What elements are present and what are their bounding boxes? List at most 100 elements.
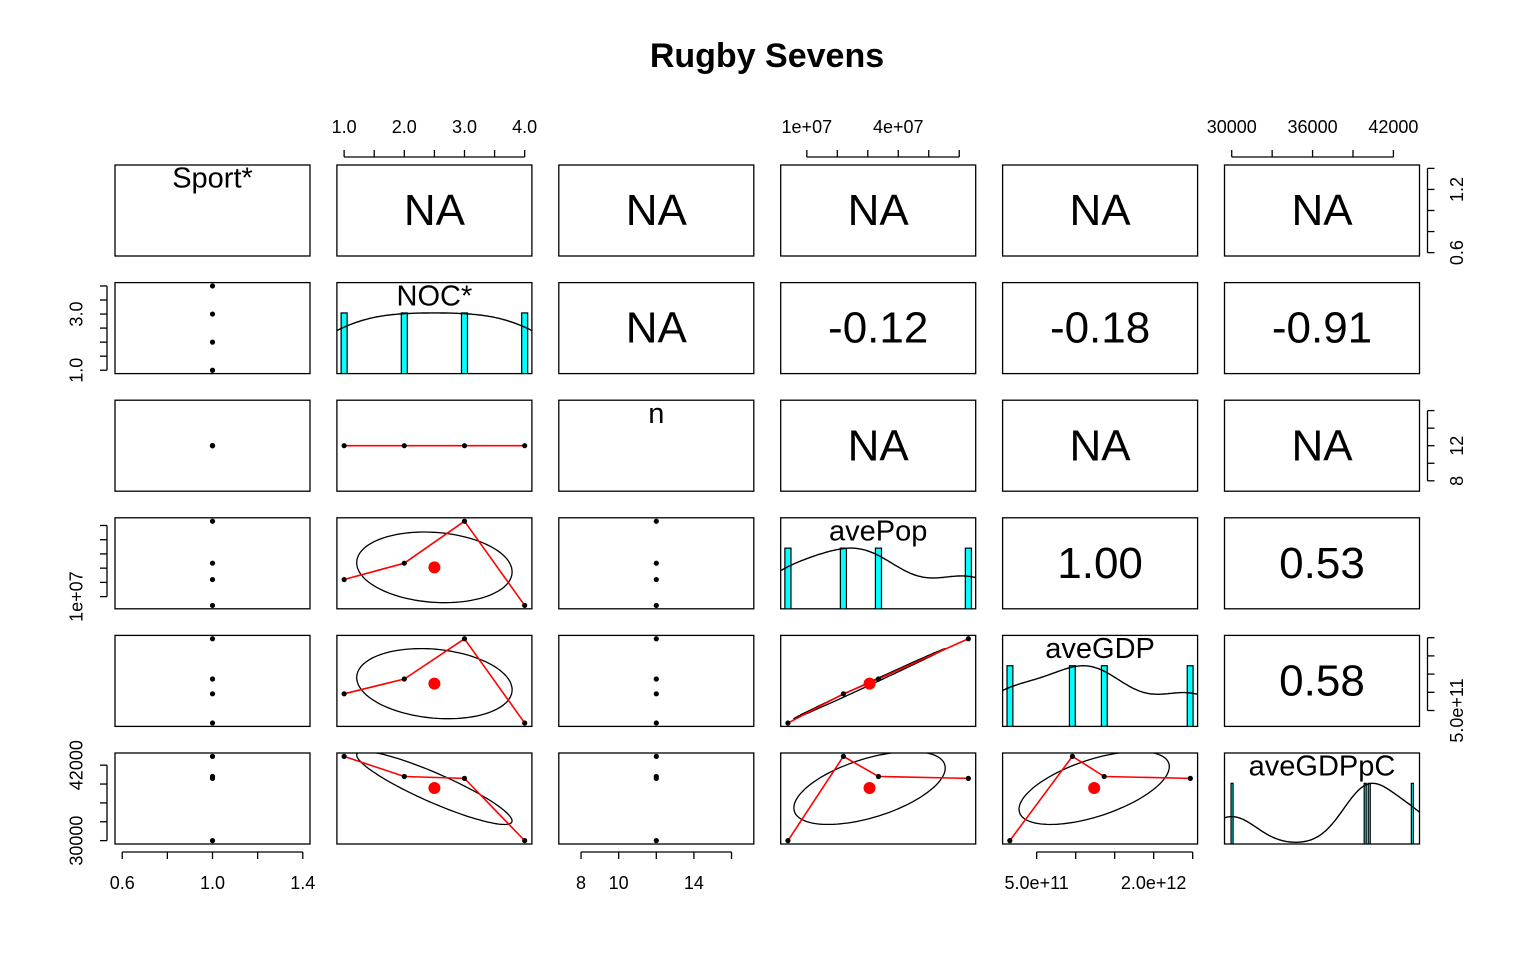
point (209, 676, 216, 682)
smooth-line (1009, 755, 1074, 842)
smooth-line (463, 638, 526, 724)
point (522, 443, 528, 449)
histogram-bar (964, 547, 973, 609)
point (965, 636, 971, 642)
correlation-label: NA (1070, 186, 1132, 235)
y-tick-label: 5.0e+11 (1447, 678, 1467, 742)
panel-frame (114, 517, 311, 610)
point (875, 773, 882, 780)
panel-frame (558, 399, 755, 492)
panel-frame (558, 752, 755, 845)
panel-frame (336, 164, 533, 257)
x-tick-label: 0.6 (110, 873, 135, 893)
point (341, 576, 347, 583)
panel-frame (1223, 634, 1421, 728)
smooth-line (403, 520, 465, 564)
correlation-label: -0.12 (828, 304, 928, 353)
y-tick-label: 42000 (67, 740, 87, 790)
histogram-bar (1006, 665, 1014, 727)
panel-frame (336, 281, 533, 375)
correlation-label: 1.00 (1057, 539, 1143, 588)
panel-frame (1223, 281, 1421, 375)
x-tick-label: 10 (609, 873, 629, 893)
y-tick-label: 8 (1447, 476, 1467, 486)
correlation-label: 0.53 (1279, 539, 1365, 588)
panel-frame (114, 752, 311, 845)
x-tick-label: 2.0 (392, 117, 417, 137)
point (209, 775, 216, 781)
histogram-bar (1186, 665, 1194, 727)
panel-frame (558, 164, 755, 257)
point (653, 636, 659, 642)
smooth-line (878, 775, 969, 780)
point (401, 443, 407, 449)
panel-frame (780, 752, 977, 845)
point (840, 753, 847, 759)
y-tick-label: 3.0 (67, 302, 87, 327)
point (209, 367, 216, 373)
point (209, 720, 216, 726)
density-curve (336, 312, 532, 332)
smooth-line (1071, 755, 1105, 778)
point (653, 691, 659, 697)
panel-frame (780, 281, 977, 375)
x-tick-label: 1.0 (200, 873, 225, 893)
x-tick-label: 14 (684, 873, 704, 893)
variable-name: Sport* (172, 163, 253, 195)
variable-name: aveGDPpC (1249, 751, 1396, 783)
y-tick-label: 1.0 (67, 358, 87, 383)
panel-frame (336, 517, 533, 610)
mean-point (428, 561, 441, 574)
panel-frame (558, 281, 755, 375)
point (522, 720, 528, 726)
correlation-ellipse (356, 753, 513, 826)
smooth-line (843, 755, 879, 778)
histogram-bar (1367, 782, 1371, 844)
panel-frame (558, 634, 755, 728)
smooth-line (1104, 775, 1191, 780)
panel-frame (114, 164, 311, 257)
point (653, 753, 659, 759)
point (653, 775, 659, 781)
panel-frame (1001, 634, 1199, 728)
histogram-bar (1230, 782, 1234, 844)
y-tick-label: 12 (1447, 436, 1467, 456)
smooth-line (403, 638, 465, 680)
x-tick-label: 42000 (1368, 117, 1418, 137)
panel-frame (1001, 281, 1199, 375)
mean-point (428, 677, 441, 690)
point (209, 576, 216, 583)
x-tick-label: 3.0 (452, 117, 477, 137)
x-tick-label: 8 (576, 873, 586, 893)
panel-frame (558, 517, 755, 610)
point (209, 838, 216, 844)
point (461, 775, 468, 781)
panel-frame (336, 634, 533, 728)
correlation-label: NA (404, 186, 466, 235)
point (653, 518, 659, 524)
point (653, 602, 659, 609)
point (401, 676, 407, 682)
point (653, 720, 659, 726)
correlation-label: -0.91 (1272, 304, 1372, 353)
histogram-bar (340, 312, 348, 374)
point (461, 443, 468, 449)
x-tick-label: 1.0 (332, 117, 357, 137)
point (522, 602, 528, 609)
smooth-line (463, 520, 526, 606)
histogram-bar (784, 547, 792, 609)
mean-point (1088, 781, 1101, 794)
panel-frame (336, 399, 533, 492)
correlation-ellipse (356, 531, 513, 604)
panel-frame (114, 634, 311, 728)
y-tick-label: 1e+07 (67, 571, 87, 622)
correlation-ellipse (793, 647, 946, 720)
point (209, 602, 216, 609)
panel-frame (780, 634, 977, 728)
correlation-label: 0.58 (1279, 657, 1365, 706)
correlation-label: NA (848, 421, 910, 470)
x-tick-label: 2.0e+12 (1121, 873, 1187, 893)
variable-name: avePop (829, 515, 927, 547)
panel-frame (1223, 517, 1421, 610)
x-tick-label: 1e+07 (782, 117, 833, 137)
